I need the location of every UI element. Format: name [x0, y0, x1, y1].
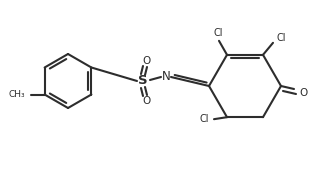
Text: Cl: Cl — [213, 28, 223, 38]
Text: N: N — [162, 70, 170, 83]
Text: CH₃: CH₃ — [9, 90, 26, 99]
Text: Cl: Cl — [276, 33, 286, 43]
Text: O: O — [143, 96, 151, 106]
Text: Cl: Cl — [199, 114, 209, 124]
Text: O: O — [300, 88, 308, 98]
Text: S: S — [138, 74, 148, 87]
Text: O: O — [143, 56, 151, 66]
